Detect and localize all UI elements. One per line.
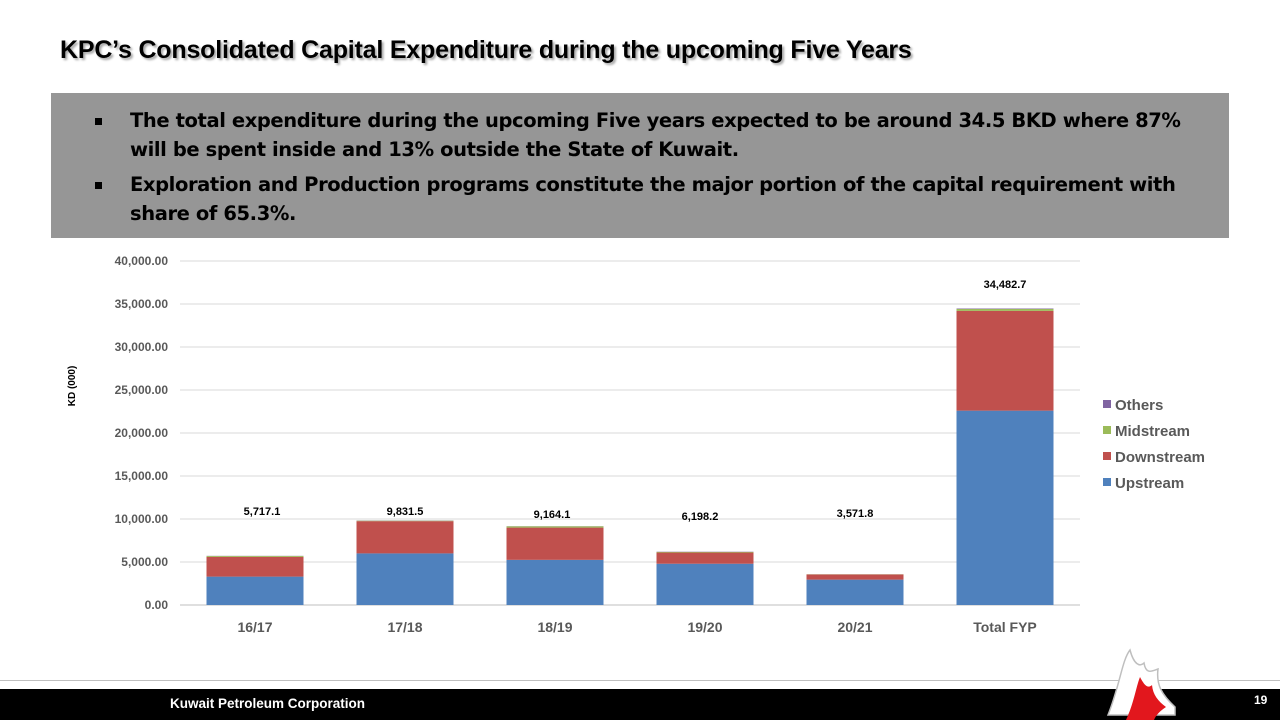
bar-segment-midstream [506, 526, 604, 528]
bar-segment-midstream [956, 308, 1054, 311]
bar-segment-downstream [956, 310, 1054, 411]
footer-organization: Kuwait Petroleum Corporation [170, 696, 366, 711]
y-axis-label: KD (000) [67, 366, 78, 407]
x-tick-label: 18/19 [537, 619, 572, 635]
square-bullet-icon [95, 182, 102, 189]
y-tick-label: 5,000.00 [121, 555, 168, 569]
summary-box: The total expenditure during the upcomin… [51, 93, 1229, 238]
x-tick-label: 20/21 [837, 619, 872, 635]
x-tick-label: 17/18 [387, 619, 422, 635]
x-tick-label: 16/17 [237, 619, 272, 635]
bar-segment-midstream [356, 520, 454, 522]
legend-label-downstream: Downstream [1115, 449, 1205, 466]
capex-stacked-bar-chart: 0.00 5,000.00 10,000.00 15,000.00 20,000.00 2… [67, 254, 1205, 635]
bar-segment-upstream [356, 553, 454, 605]
y-tick-label: 10,000.00 [115, 512, 169, 526]
data-label-total: 5,717.1 [244, 506, 281, 518]
y-tick-label: 40,000.00 [115, 254, 169, 268]
y-tick-label: 0.00 [145, 598, 169, 612]
y-tick-label: 35,000.00 [115, 297, 169, 311]
bar-segment-upstream [956, 410, 1054, 605]
summary-bullet: The total expenditure during the upcomin… [93, 106, 1203, 164]
bar-segment-downstream [356, 521, 454, 554]
y-tick-label: 20,000.00 [115, 426, 169, 440]
summary-bullet: Exploration and Production programs cons… [93, 170, 1203, 228]
legend-swatch-upstream [1103, 478, 1111, 486]
bar-segment-midstream [656, 551, 754, 553]
legend-swatch-midstream [1103, 426, 1111, 434]
footer-divider [0, 680, 1280, 681]
legend-label-upstream: Upstream [1115, 475, 1184, 492]
bar-segment-midstream [206, 555, 304, 557]
footer-bar [0, 689, 1280, 720]
square-bullet-icon [95, 118, 102, 125]
data-label-total: 9,831.5 [387, 506, 424, 518]
x-tick-label: 19/20 [687, 619, 722, 635]
y-tick-label: 30,000.00 [115, 340, 169, 354]
y-tick-label: 25,000.00 [115, 383, 169, 397]
bar-segment-downstream [656, 552, 754, 564]
legend-label-others: Others [1115, 397, 1163, 414]
data-label-total: 9,164.1 [534, 509, 571, 521]
bar-segment-downstream [206, 556, 304, 577]
bar-segment-downstream [506, 527, 604, 560]
bar-segment-upstream [206, 576, 304, 605]
kpc-flame-logo-icon [1106, 648, 1176, 720]
bar-segment-upstream [506, 559, 604, 605]
x-tick-label: Total FYP [973, 619, 1037, 635]
summary-bullet-text: Exploration and Production programs cons… [130, 173, 1176, 225]
data-label-total: 34,482.7 [984, 279, 1027, 291]
bar-segment-upstream [806, 579, 904, 605]
y-tick-label: 15,000.00 [115, 469, 169, 483]
data-label-total: 3,571.8 [837, 508, 874, 520]
bar-segment-downstream [806, 574, 904, 580]
bar-segment-upstream [656, 563, 754, 605]
page-number: 19 [1254, 693, 1268, 707]
slide-title: KPC’s Consolidated Capital Expenditure d… [60, 36, 912, 64]
legend-swatch-others [1103, 400, 1111, 408]
legend-label-midstream: Midstream [1115, 423, 1190, 440]
legend-swatch-downstream [1103, 452, 1111, 460]
data-label-total: 6,198.2 [682, 511, 719, 523]
summary-list: The total expenditure during the upcomin… [93, 106, 1203, 234]
summary-bullet-text: The total expenditure during the upcomin… [130, 109, 1181, 161]
